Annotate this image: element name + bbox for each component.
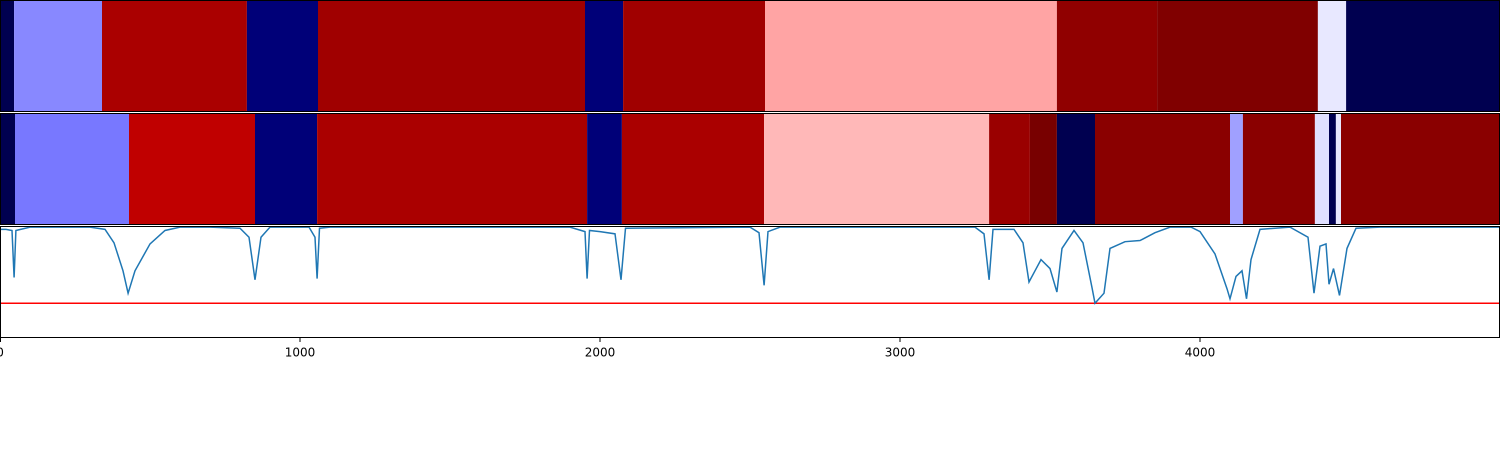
segment <box>1314 113 1329 225</box>
segment <box>1317 0 1347 112</box>
x-tick-label: 3000 <box>885 346 916 360</box>
x-tick-label: 1000 <box>285 346 316 360</box>
segment <box>623 0 765 112</box>
panel-frame <box>0 226 1500 338</box>
segment <box>1029 113 1057 225</box>
segment <box>1335 113 1341 225</box>
segment <box>0 113 15 225</box>
segment <box>765 0 1057 112</box>
segment <box>102 0 247 112</box>
segment <box>15 113 129 225</box>
line-series <box>0 226 1500 305</box>
segment <box>1242 113 1315 225</box>
segment <box>1157 0 1318 112</box>
x-tick-label: 4000 <box>1185 346 1216 360</box>
segment <box>1056 113 1095 225</box>
segment <box>621 113 765 225</box>
x-tick-label: 0 <box>0 346 4 360</box>
segment <box>14 0 103 112</box>
segment <box>585 0 624 112</box>
segment <box>255 113 318 225</box>
segment <box>587 113 622 225</box>
segment <box>1230 113 1243 225</box>
segment <box>318 0 585 112</box>
segment <box>1346 0 1500 112</box>
segment <box>1329 113 1336 225</box>
segment <box>1095 113 1230 225</box>
segment <box>1056 0 1158 112</box>
segment <box>129 113 255 225</box>
segment <box>1341 113 1500 225</box>
segment <box>0 0 15 112</box>
segment <box>317 113 588 225</box>
segment <box>246 0 318 112</box>
x-tick-label: 2000 <box>585 346 616 360</box>
segment <box>989 113 1030 225</box>
segment <box>764 113 990 225</box>
